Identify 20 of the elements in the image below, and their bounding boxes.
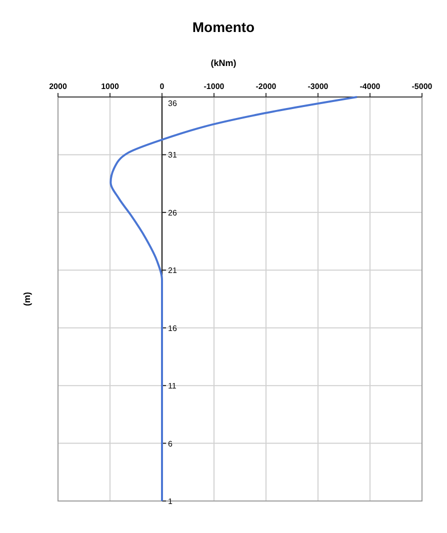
x-tick-label: -3000 — [308, 82, 329, 91]
y-tick-label: 6 — [168, 439, 173, 448]
x-tick-label: -5000 — [412, 82, 433, 91]
x-tick-label: 2000 — [49, 82, 68, 91]
y-tick-label: 11 — [168, 382, 177, 391]
x-tick-label: -1000 — [204, 82, 225, 91]
y-axis-title: (m) — [22, 292, 32, 306]
x-tick-label: 0 — [160, 82, 165, 91]
x-tick-label: 1000 — [101, 82, 120, 91]
x-tick-label: -2000 — [256, 82, 277, 91]
x-axis-title: (kNm) — [210, 58, 236, 68]
line-series — [110, 96, 358, 502]
y-tick-label: 16 — [168, 324, 178, 333]
y-tick-label: 21 — [168, 266, 178, 276]
y-tick-label: 31 — [168, 150, 178, 160]
chart-title: Momento — [192, 19, 255, 35]
y-tick-label: 36 — [168, 99, 178, 108]
x-tick-label: -4000 — [360, 82, 381, 91]
y-tick-label: 1 — [168, 497, 173, 506]
y-tick-label: 26 — [168, 208, 178, 218]
